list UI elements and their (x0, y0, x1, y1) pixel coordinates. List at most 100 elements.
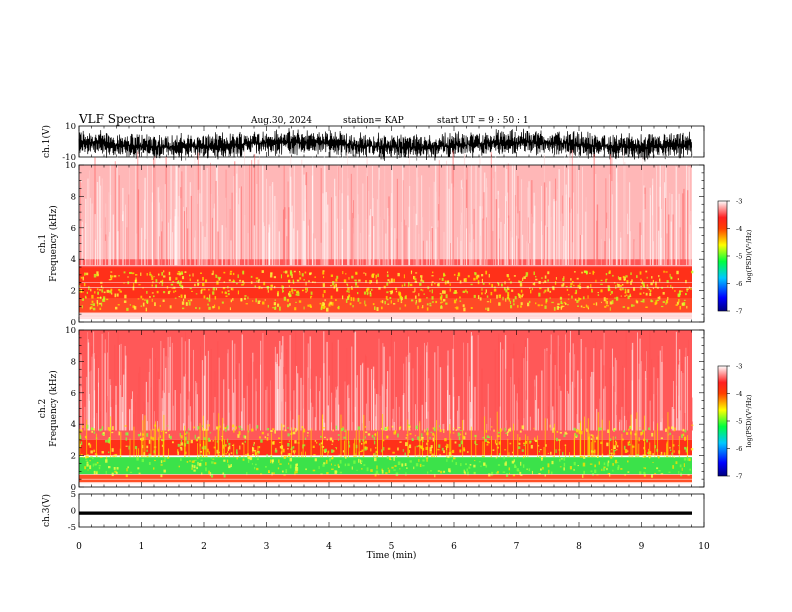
spectrogram-texture (335, 425, 338, 430)
spectrogram-texture (395, 454, 398, 458)
spectrogram-texture (322, 302, 325, 306)
spectrogram-texture (93, 470, 96, 475)
spectrogram-texture (573, 284, 575, 287)
spectrogram-texture (385, 295, 388, 300)
spectrogram-texture (520, 289, 523, 293)
spectrogram-spike (419, 421, 421, 458)
spectrogram-texture (587, 307, 590, 310)
spectrogram-streak (571, 208, 572, 266)
spectrogram-streak (118, 175, 120, 266)
spectrogram-streak (368, 420, 371, 431)
spectrogram-streak (603, 388, 605, 431)
spectrogram-texture (312, 445, 315, 449)
spectrogram-texture (211, 273, 214, 276)
spectrogram-spike (203, 440, 205, 458)
spectrogram-streak (558, 169, 560, 266)
spectrogram-spike (113, 455, 115, 458)
spectrogram-texture (429, 302, 432, 305)
spectrogram-texture (154, 459, 156, 462)
spectrogram-texture (347, 297, 350, 300)
spectrogram-texture (646, 439, 648, 443)
spectrogram-texture (255, 298, 257, 303)
spectrogram-streak (201, 360, 203, 431)
spectrogram-streak (241, 411, 243, 431)
spectrogram-streak (571, 149, 573, 266)
spectrogram-streak (426, 240, 428, 266)
spectrogram-texture (261, 270, 264, 273)
spectrogram-texture (508, 472, 510, 474)
spectrogram-texture (294, 440, 297, 444)
spectrogram-streak (489, 417, 491, 431)
spectrogram-texture (422, 280, 425, 283)
spectrogram-streak (659, 350, 661, 431)
spectrogram-streak (125, 204, 126, 266)
spectrogram-streak (526, 360, 528, 431)
spectrogram-texture (351, 466, 353, 470)
y-tick-label: 8 (71, 357, 76, 367)
spectrogram-texture (242, 283, 244, 286)
spectrogram-texture (258, 446, 261, 449)
spectrogram-spike (150, 429, 152, 458)
spectrogram-streak (400, 421, 402, 431)
spectrogram-texture (146, 445, 149, 449)
spectrogram-texture (212, 287, 216, 291)
spectrogram-texture (430, 445, 433, 449)
spectrogram-streak (210, 349, 212, 431)
spectrogram-texture (388, 469, 391, 473)
spectrogram-texture (268, 470, 270, 474)
spectrogram-texture (538, 280, 541, 284)
spectrogram-streak (337, 386, 339, 431)
spectrogram-texture (367, 291, 369, 294)
spectrogram-texture (574, 292, 577, 295)
spectrogram-texture (386, 426, 389, 430)
spectrogram-texture (278, 459, 280, 463)
spectrogram-texture (422, 459, 425, 462)
spectrogram-texture (666, 285, 669, 287)
spectrogram-streak (161, 221, 163, 266)
spectrogram-texture (80, 276, 83, 279)
spectrogram-streak (604, 241, 606, 266)
spectrogram-streak (392, 418, 394, 431)
spectrogram-texture (271, 472, 273, 476)
spectrogram-streak (394, 341, 395, 431)
spectrogram-texture (354, 286, 357, 288)
spectrogram-streak (296, 230, 299, 266)
spectrogram-texture (289, 303, 291, 306)
spectrogram-texture (318, 466, 320, 470)
y-tick-label: 6 (71, 389, 76, 399)
spectrogram-texture (116, 467, 119, 470)
spectrogram-streak (417, 177, 419, 266)
spectrogram-streak (644, 371, 646, 431)
spectrogram-streak (325, 192, 328, 266)
spectrogram-texture (180, 294, 183, 298)
spectrogram-texture (359, 302, 362, 304)
spectrogram-texture (614, 459, 618, 464)
spectrogram-streak (163, 348, 165, 431)
spectrogram-texture (291, 288, 294, 292)
spectrogram-spike (512, 423, 514, 458)
spectrogram-texture (490, 291, 493, 296)
spectrogram-texture (528, 300, 531, 304)
spectrogram-spike (362, 454, 364, 458)
spectrogram-streak (418, 423, 420, 431)
spectrogram-texture (439, 454, 441, 456)
spectrogram-texture (95, 472, 98, 475)
spectrogram-texture (650, 474, 653, 478)
spectrogram-texture (307, 304, 310, 307)
spectrogram-streak (357, 395, 359, 431)
spectrogram-spike (142, 420, 144, 458)
spectrogram-texture (103, 291, 106, 294)
spectrogram-texture (649, 292, 652, 296)
spectrogram-texture (303, 279, 305, 281)
spectrogram-streak (506, 169, 508, 266)
spectrogram-texture (230, 452, 233, 454)
spectrogram-texture (545, 298, 548, 302)
spectrogram-texture (607, 454, 609, 456)
spectrogram-texture (563, 467, 565, 471)
spectrogram-texture (200, 451, 202, 453)
spectrogram-texture (111, 448, 114, 452)
spectrogram-streak (288, 207, 290, 266)
spectrogram-streak (557, 335, 559, 431)
spectrogram-texture (426, 303, 429, 306)
spectrogram-texture (208, 470, 210, 474)
